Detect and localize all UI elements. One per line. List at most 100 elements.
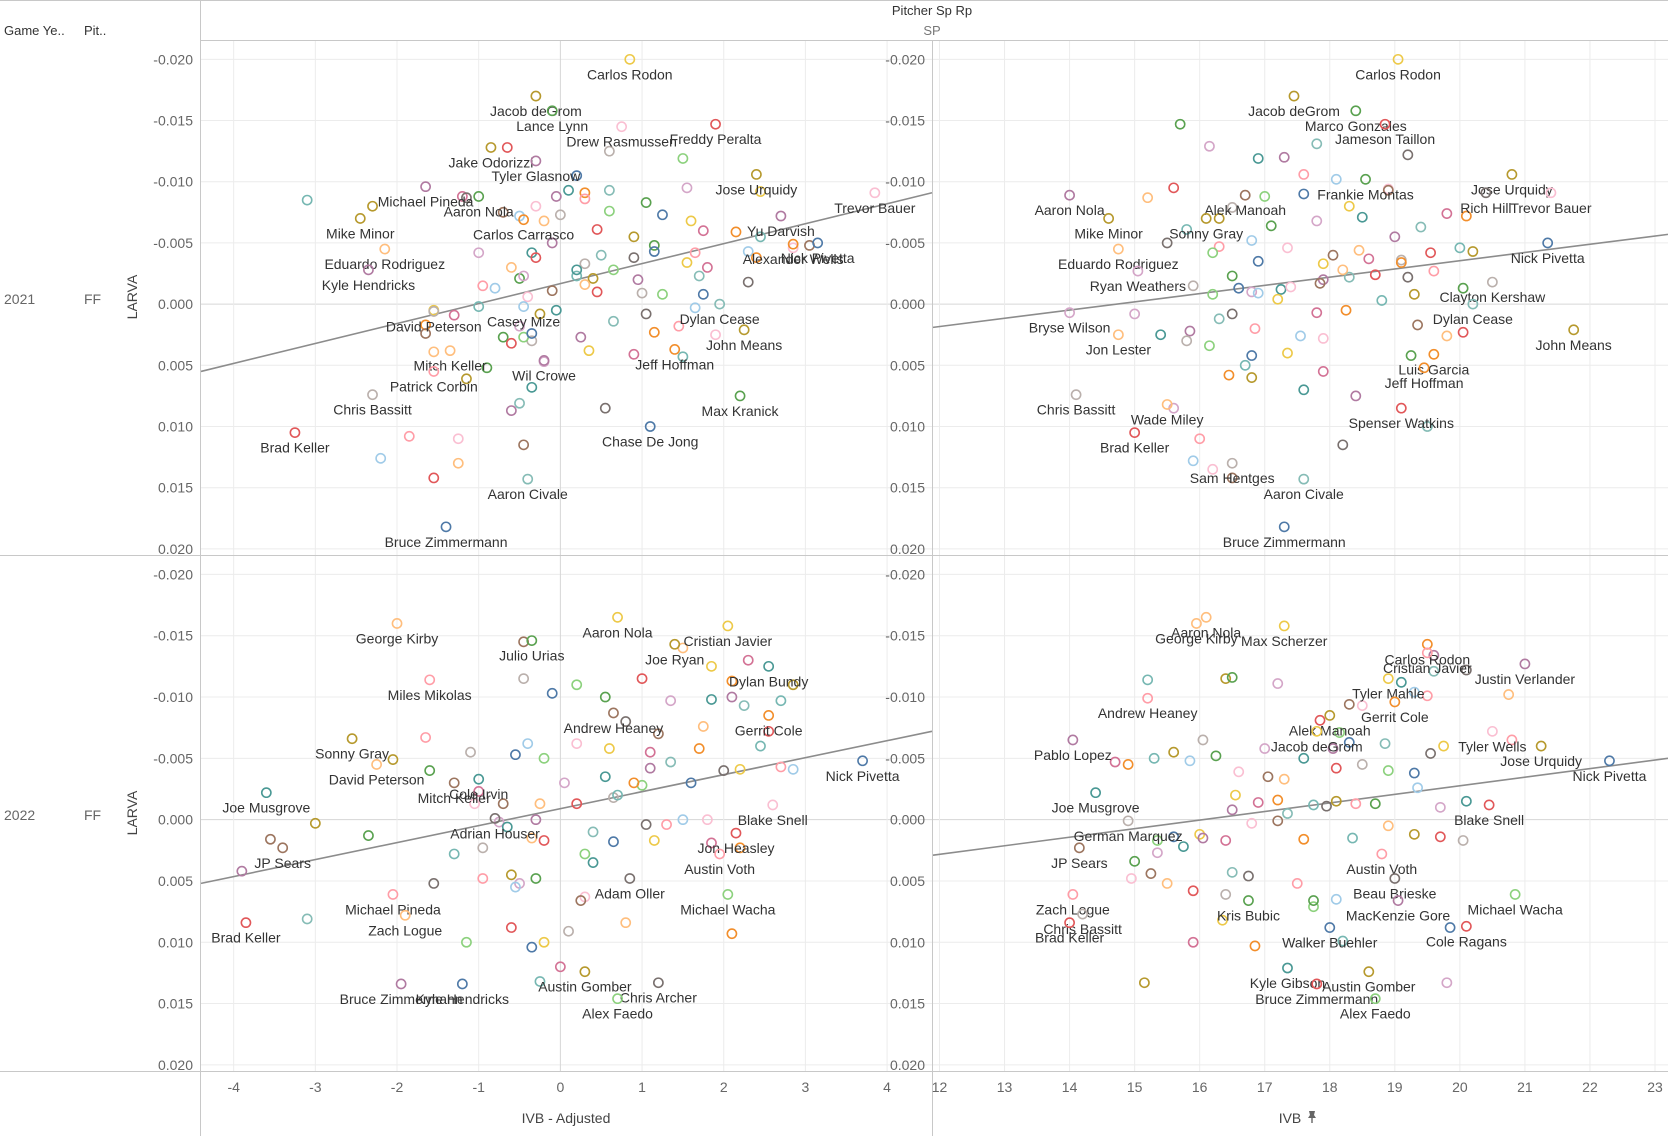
data-point[interactable]: [1311, 138, 1323, 150]
data-point[interactable]: [1090, 787, 1102, 799]
data-point[interactable]: [518, 439, 530, 451]
data-point[interactable]: [677, 814, 689, 826]
data-point[interactable]: [742, 276, 754, 288]
data-point[interactable]: [363, 830, 374, 841]
data-point[interactable]: [456, 978, 468, 990]
data-point[interactable]: [236, 865, 248, 877]
data-point[interactable]: [1109, 756, 1121, 768]
data-point[interactable]: [644, 746, 656, 758]
data-point[interactable]: [693, 270, 705, 282]
data-point[interactable]: [559, 777, 570, 789]
data-point[interactable]: [1148, 752, 1160, 764]
data-point[interactable]: [677, 351, 689, 363]
data-point[interactable]: [497, 798, 509, 810]
data-point[interactable]: [1152, 835, 1163, 846]
data-point[interactable]: [530, 155, 542, 167]
data-point[interactable]: [538, 835, 550, 846]
row-pitch-2021[interactable]: FF: [84, 291, 101, 307]
data-point[interactable]: [1382, 184, 1394, 196]
data-point[interactable]: [1444, 922, 1456, 933]
data-point[interactable]: [530, 200, 542, 212]
data-point[interactable]: [1402, 271, 1414, 283]
data-point[interactable]: [1291, 877, 1303, 889]
data-point[interactable]: [652, 977, 664, 989]
data-point[interactable]: [424, 674, 436, 686]
data-point[interactable]: [775, 761, 787, 773]
data-point[interactable]: [869, 187, 881, 199]
data-point[interactable]: [1070, 389, 1082, 401]
data-point[interactable]: [1239, 189, 1251, 201]
data-point[interactable]: [1382, 673, 1394, 685]
data-point[interactable]: [538, 752, 550, 764]
data-point[interactable]: [1369, 269, 1381, 281]
data-point[interactable]: [608, 264, 619, 276]
data-point[interactable]: [1220, 835, 1232, 846]
data-point[interactable]: [722, 889, 734, 900]
data-point[interactable]: [1369, 798, 1381, 810]
data-point[interactable]: [1535, 740, 1547, 752]
data-point[interactable]: [1460, 664, 1472, 676]
data-point[interactable]: [599, 691, 611, 703]
data-point[interactable]: [587, 826, 599, 838]
data-point[interactable]: [734, 763, 746, 775]
data-point[interactable]: [530, 814, 542, 826]
data-point[interactable]: [1275, 284, 1287, 295]
data-point[interactable]: [1142, 192, 1154, 204]
data-point[interactable]: [697, 721, 709, 732]
data-point[interactable]: [608, 836, 619, 848]
data-point[interactable]: [1265, 220, 1277, 232]
data-point[interactable]: [763, 725, 775, 737]
data-point[interactable]: [685, 777, 697, 789]
data-point[interactable]: [1486, 276, 1498, 288]
data-point[interactable]: [1519, 658, 1531, 670]
data-point[interactable]: [1233, 282, 1245, 294]
data-point[interactable]: [812, 237, 824, 249]
data-point[interactable]: [1073, 842, 1085, 854]
data-point[interactable]: [591, 286, 603, 298]
data-point[interactable]: [787, 238, 799, 250]
data-point[interactable]: [722, 620, 734, 632]
data-point[interactable]: [571, 270, 583, 282]
data-point[interactable]: [697, 225, 709, 237]
data-point[interactable]: [628, 252, 640, 264]
data-point[interactable]: [477, 842, 489, 854]
data-point[interactable]: [301, 913, 313, 925]
data-point[interactable]: [505, 337, 517, 349]
data-point[interactable]: [518, 673, 530, 685]
data-point[interactable]: [644, 421, 656, 432]
data-point[interactable]: [1334, 727, 1345, 738]
data-point[interactable]: [1197, 734, 1209, 746]
data-point[interactable]: [518, 214, 530, 226]
data-point[interactable]: [612, 611, 623, 623]
data-point[interactable]: [1428, 265, 1440, 277]
data-point[interactable]: [628, 231, 640, 243]
data-point[interactable]: [636, 673, 648, 685]
data-point[interactable]: [1295, 330, 1306, 342]
data-point[interactable]: [473, 786, 485, 797]
data-point[interactable]: [489, 282, 501, 294]
data-point[interactable]: [1402, 149, 1414, 161]
data-point[interactable]: [1184, 755, 1196, 767]
data-point[interactable]: [1259, 191, 1271, 202]
data-point[interactable]: [1604, 755, 1615, 767]
data-point[interactable]: [1483, 799, 1495, 811]
data-point[interactable]: [1408, 686, 1420, 698]
data-point[interactable]: [1395, 257, 1407, 268]
data-point[interactable]: [440, 521, 452, 533]
data-point[interactable]: [1382, 765, 1394, 776]
data-point[interactable]: [1246, 235, 1258, 246]
data-point[interactable]: [1220, 889, 1232, 900]
data-point[interactable]: [1353, 244, 1365, 256]
data-point[interactable]: [1425, 748, 1436, 759]
data-point[interactable]: [391, 618, 403, 629]
data-point[interactable]: [461, 192, 472, 204]
data-point[interactable]: [497, 206, 509, 218]
data-point[interactable]: [706, 837, 717, 849]
data-point[interactable]: [1327, 249, 1339, 261]
data-point[interactable]: [1077, 908, 1089, 920]
data-point[interactable]: [497, 331, 509, 343]
data-point[interactable]: [1382, 820, 1394, 832]
data-point[interactable]: [1428, 665, 1440, 677]
data-point[interactable]: [1278, 773, 1290, 785]
data-point[interactable]: [591, 224, 603, 235]
